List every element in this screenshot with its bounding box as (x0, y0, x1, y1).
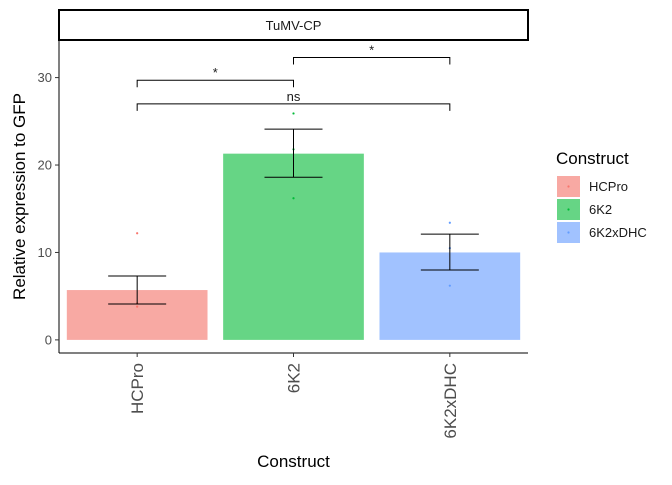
legend-label-6k2: 6K2 (589, 202, 612, 217)
bar-6k2 (223, 153, 364, 340)
x-axis-title: Construct (257, 452, 330, 471)
data-point-6k2-1 (292, 112, 295, 115)
significance-bracket-2 (293, 56, 451, 65)
significance-label-3: ns (287, 89, 301, 104)
data-point-6k2xdhc-1 (448, 221, 451, 224)
data-point-hcpro-3 (136, 305, 139, 308)
legend-key-dot-6k2xdhc (567, 231, 570, 234)
legend-label-6k2xdhc: 6K2xDHC (589, 225, 647, 240)
legend-key-dot-6k2 (567, 208, 570, 211)
facet-strip (58, 9, 529, 41)
x-tick-label-hcpro: HCPro (128, 363, 147, 414)
facet-title: TuMV-CP (266, 18, 322, 33)
significance-bracket-1 (136, 79, 294, 88)
y-tick-label-10: 10 (38, 245, 52, 260)
y-tick-label-30: 30 (38, 70, 52, 85)
y-tick-label-20: 20 (38, 158, 52, 173)
legend-title: Construct (556, 149, 629, 168)
y-axis-title: Relative expression to GFP (10, 93, 29, 300)
significance-label-1: * (213, 65, 218, 80)
data-point-6k2-3 (292, 197, 295, 200)
data-point-6k2xdhc-3 (448, 284, 451, 287)
y-tick-label-0: 0 (45, 332, 52, 347)
legend-label-hcpro: HCPro (589, 179, 628, 194)
legend-key-dot-hcpro (567, 185, 570, 188)
x-tick-label-6k2: 6K2 (285, 363, 304, 393)
significance-bracket-3 (136, 103, 451, 111)
data-point-hcpro-1 (136, 232, 139, 235)
x-tick-label-6k2xdhc: 6K2xDHC (441, 363, 460, 439)
significance-label-2: * (369, 42, 374, 57)
